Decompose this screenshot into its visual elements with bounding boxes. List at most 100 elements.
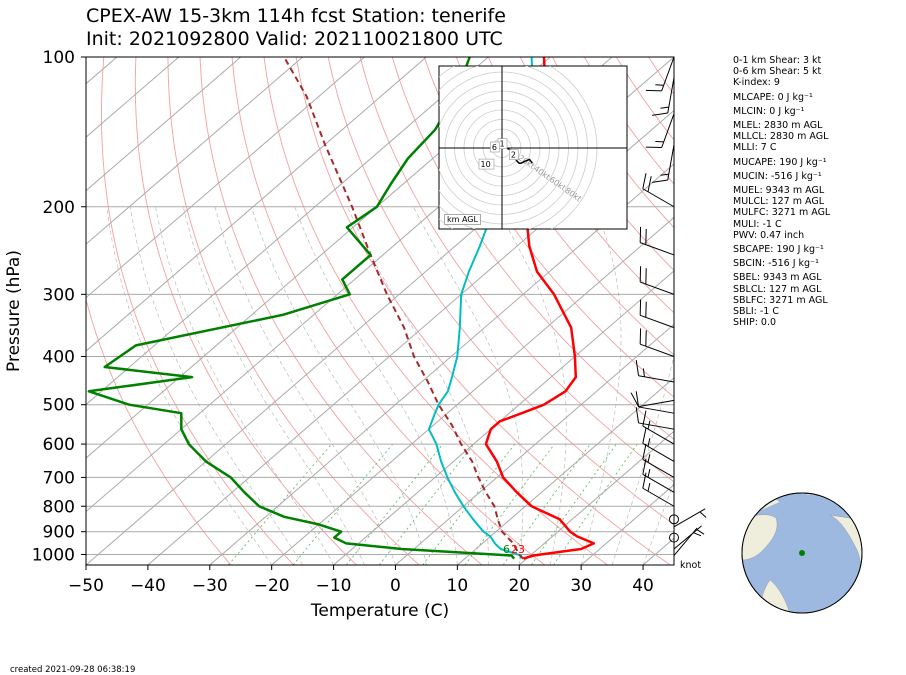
index-line: SHIP: 0.0 — [733, 317, 777, 329]
index-line: SBCAPE: 190 J kg⁻¹ — [733, 244, 824, 256]
hodograph-height-box — [509, 149, 519, 160]
barb-flag — [635, 391, 640, 408]
dry-adiabat — [199, 57, 483, 565]
index-line: 0-6 km Shear: 5 kt — [733, 66, 822, 78]
isotherm — [147, 109, 674, 565]
barb-staff — [638, 422, 675, 430]
index-line: MULCL: 127 m AGL — [733, 196, 825, 208]
barb-flag — [642, 443, 647, 460]
dry-adiabat — [455, 57, 674, 356]
dry-adiabat — [487, 57, 674, 314]
x-tick-label: −10 — [316, 576, 352, 596]
dry-adiabat — [231, 57, 546, 565]
isotherm — [518, 430, 674, 565]
wind-barb — [635, 359, 675, 383]
moist-adiabat — [183, 206, 365, 565]
y-axis-label: Pressure (hPa) — [4, 250, 24, 372]
moist-adiabat — [251, 206, 427, 565]
isotherm — [86, 57, 427, 352]
hodograph-height-label: 2 — [511, 151, 516, 160]
barb-staff — [642, 458, 675, 478]
barb-half-flag — [660, 106, 669, 109]
parcel-line — [283, 57, 525, 560]
barb-flag — [630, 392, 639, 407]
moist-adiabat — [294, 206, 458, 565]
axes: −50 −40 −30 −20 −10 0 10 20 30 40 100 200 300 400 500 6… — [4, 48, 654, 621]
mixing-ratio-line — [378, 443, 475, 565]
location-globe — [741, 492, 863, 614]
hodograph-height-label: 1 — [500, 140, 505, 149]
index-line: MLLI: 7 C — [733, 142, 777, 154]
wind-barb — [642, 173, 675, 208]
index-line: SBCIN: -516 J kg⁻¹ — [733, 258, 819, 270]
x-tick-label: −30 — [192, 576, 228, 596]
plot-frame — [85, 56, 675, 566]
barb-half-flag — [660, 173, 669, 176]
x-tick-label: 10 — [447, 576, 469, 596]
dry-adiabat — [327, 57, 674, 526]
mixing-ratio-line — [530, 443, 617, 565]
barb-staff — [642, 442, 675, 462]
wind-barb — [673, 525, 705, 550]
dry-adiabat — [359, 57, 674, 483]
y-tick-label: 400 — [43, 348, 75, 368]
hodograph-height-box — [490, 141, 500, 153]
index-line: MLEL: 2830 m AGL — [733, 120, 823, 132]
index-line: MULI: -1 C — [733, 218, 782, 230]
wind-barb — [652, 144, 675, 183]
barb-staff — [642, 487, 675, 507]
y-tick-label: 100 — [43, 48, 75, 68]
dry-adiabat — [100, 57, 295, 565]
y-tick-label: 1000 — [32, 545, 75, 565]
barb-staff — [640, 281, 675, 295]
moist-adiabat — [495, 206, 567, 565]
x-tick-label: −40 — [130, 576, 166, 596]
wind-barb — [635, 391, 675, 414]
moist-adiabat — [155, 206, 334, 565]
index-line: K-index: 9 — [733, 77, 780, 89]
mixing-ratio-line — [228, 443, 332, 565]
barb-half-flag — [647, 454, 651, 463]
wind-barb — [642, 458, 675, 493]
moist-adiabat — [580, 206, 622, 565]
moist-adiabat — [214, 206, 396, 565]
dry-adiabat — [519, 57, 674, 272]
station-marker — [799, 550, 805, 556]
chart-subtitle: Init: 2021092800 Valid: 202110021800 UTC — [86, 28, 503, 50]
dewpoint-line — [87, 57, 516, 560]
index-line: SBLFC: 3271 m AGL — [733, 294, 828, 306]
hodograph-label: km AGL — [444, 214, 481, 225]
index-line: SBLI: -1 C — [733, 306, 779, 318]
hodograph-height-label: 10 — [481, 160, 491, 169]
barb-half-flag — [642, 368, 645, 377]
mixing-ratio-line — [345, 443, 444, 565]
isotherm — [457, 377, 674, 565]
index-line: MUCIN: -516 J kg⁻¹ — [733, 170, 822, 182]
x-tick-label: 0 — [390, 576, 401, 596]
x-tick-label: 30 — [570, 576, 592, 596]
isotherm — [395, 323, 674, 565]
x-tick-label: 20 — [508, 576, 530, 596]
wind-barb — [639, 299, 675, 329]
wind-barb — [669, 514, 679, 525]
indices-panel: 0-1 km Shear: 3 kt 0-6 km Shear: 5 kt K-in… — [733, 55, 830, 328]
index-line: MUEL: 9343 m AGL — [733, 185, 825, 197]
mixing-ratio-line — [292, 443, 394, 565]
mixing-ratio-line — [553, 443, 638, 565]
barb-flag — [652, 112, 668, 116]
isotherm — [271, 216, 674, 565]
y-tick-label: 300 — [43, 285, 75, 305]
x-tick-label: −50 — [68, 576, 104, 596]
barb-staff — [661, 113, 675, 148]
isotherm — [209, 163, 674, 565]
dry-adiabat — [134, 57, 357, 565]
index-line: SBEL: 9343 m AGL — [733, 272, 822, 284]
y-tick-label: 900 — [43, 523, 75, 543]
wind-barb — [642, 443, 675, 478]
wind-barb — [669, 532, 679, 543]
wind-barb — [652, 77, 675, 116]
wind-barb — [630, 392, 675, 408]
barb-staff — [640, 314, 675, 329]
